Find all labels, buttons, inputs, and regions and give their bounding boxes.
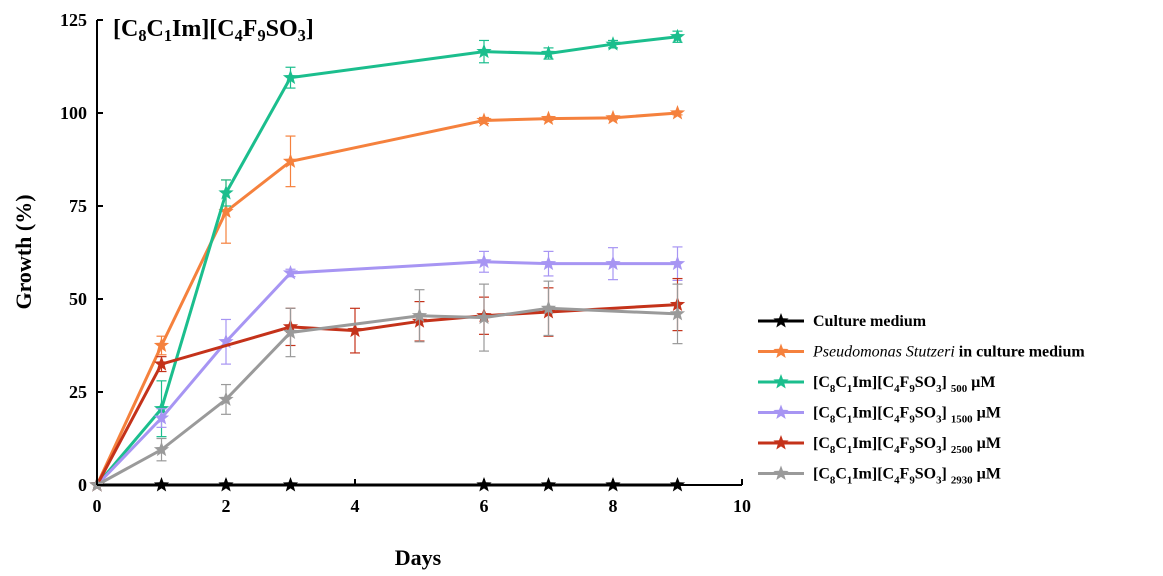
data-point [476,253,492,269]
series-3 [89,246,686,492]
data-point [153,337,170,352]
data-point [476,43,492,59]
series-1 [89,105,686,492]
legend-item-0: Culture medium [758,313,927,330]
x-tick-label: 2 [222,496,231,516]
y-tick-label: 50 [69,289,87,309]
data-point [218,203,234,219]
legend-marker [773,343,789,358]
data-point [282,264,299,280]
data-point [153,441,170,457]
legend-item-4: [C8C1Im][C4F9SO3] 2500 µM [758,435,1001,456]
y-tick-label: 100 [60,103,87,123]
legend-marker [773,374,789,389]
data-point [153,410,170,425]
data-point [669,255,686,271]
data-point [669,105,686,120]
chart-title-text: [C8C1Im][C4F9SO3] [113,16,314,45]
series-line [95,35,678,486]
y-axis-title: Growth (%) [11,194,36,309]
legend-label: [C8C1Im][C4F9SO3] 2500 µM [813,435,1001,456]
data-point [282,153,299,168]
data-point [218,391,234,406]
legend-label: Culture medium [813,313,927,330]
data-point [476,112,492,127]
data-point [540,110,557,126]
data-point [411,307,428,323]
y-tick-label: 75 [69,196,87,216]
x-tick-label: 0 [93,496,102,516]
axes: 0 25 50 75 100 125 0 2 4 6 8 10 Days Growth (%) [11,10,751,570]
data-point [476,309,492,325]
y-tick-label: 125 [60,10,87,30]
legend-item-1: Pseudomonas Stutzeri in culture medium [758,343,1085,361]
data-point [153,400,170,416]
series-line [96,306,678,487]
data-point [218,184,234,200]
legend-label: Pseudomonas Stutzeri in culture medium [812,344,1085,361]
series-line [95,260,678,487]
legend: Culture medium Pseudomonas Stutzeri in cu… [758,313,1085,487]
x-tick-label: 4 [351,496,360,516]
series-layer [89,28,686,492]
data-point [347,322,363,338]
x-tick-label: 10 [733,496,751,516]
x-axis-title: Days [395,545,442,570]
y-tick-label: 0 [78,475,87,495]
data-point [282,69,299,85]
series-2 [89,28,686,492]
data-point [153,356,170,371]
data-point [540,255,557,271]
legend-item-5: [C8C1Im][C4F9SO3] 2930 µM [758,465,1001,487]
x-tick-label: 6 [480,496,489,516]
legend-marker [773,435,789,450]
data-point [605,109,621,125]
legend-label: [C8C1Im][C4F9SO3] 500 µM [813,374,996,395]
legend-item-3: [C8C1Im][C4F9SO3] 1500 µM [758,404,1001,426]
data-point [540,300,557,315]
legend-marker [773,404,789,419]
data-point [669,28,686,44]
data-point [669,305,686,321]
y-tick-label: 25 [69,382,87,402]
data-point [218,333,234,349]
x-tick-label: 8 [609,496,618,516]
legend-marker [773,313,789,328]
legend-label: [C8C1Im][C4F9SO3] 1500 µM [813,405,1001,426]
series-5 [89,280,686,492]
legend-label: [C8C1Im][C4F9SO3] 2930 µM [813,466,1001,487]
data-point [540,45,557,60]
legend-item-2: [C8C1Im][C4F9SO3] 500 µM [758,374,996,395]
data-point [605,36,621,51]
series-line [95,303,678,486]
chart-title: [C8C1Im][C4F9SO3] [113,16,314,45]
legend-marker [773,465,789,480]
data-point [605,255,621,271]
series-line [95,111,678,486]
data-point [282,324,299,339]
